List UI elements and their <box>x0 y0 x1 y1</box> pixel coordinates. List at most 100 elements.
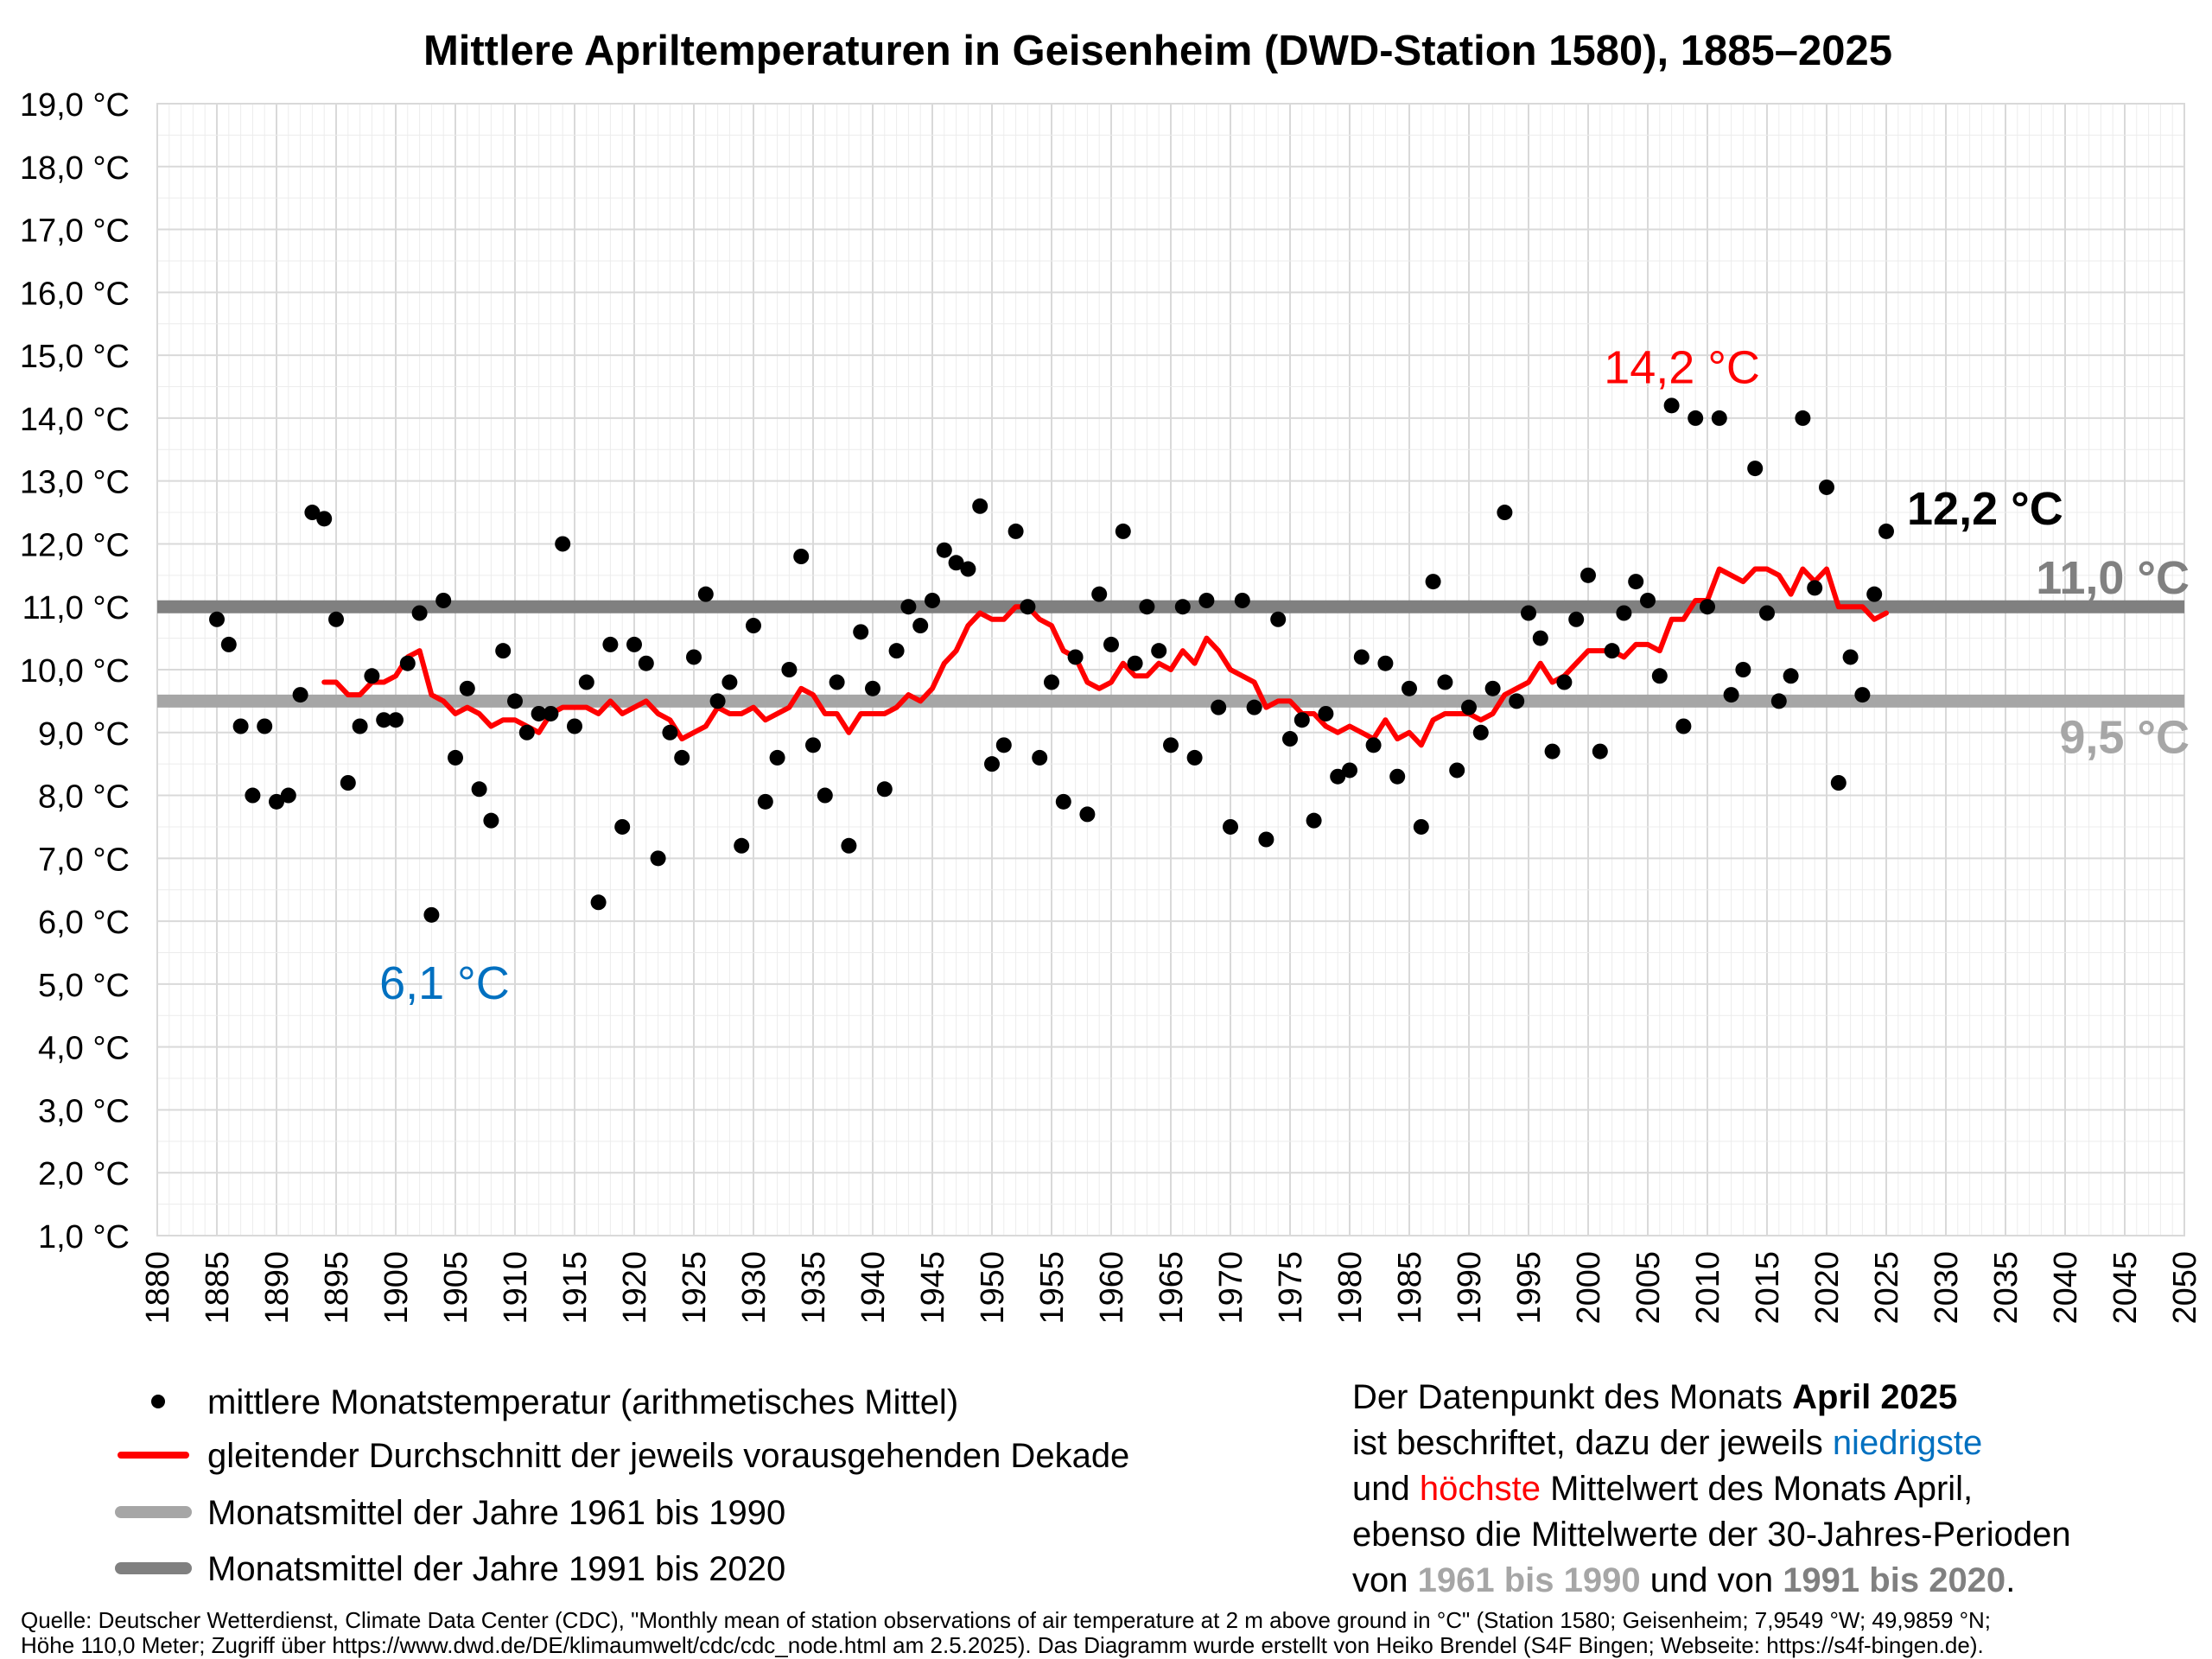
data-point <box>448 749 463 766</box>
x-tick-label: 2050 <box>2167 1251 2203 1325</box>
data-point <box>1866 586 1883 602</box>
data-point <box>518 724 535 741</box>
data-point <box>543 705 559 721</box>
x-tick-label: 1885 <box>200 1251 236 1325</box>
y-tick-label: 15,0 °C <box>20 339 130 375</box>
x-tick-label: 2045 <box>2107 1251 2144 1325</box>
data-point <box>1139 599 1155 615</box>
y-tick-label: 18,0 °C <box>20 150 130 187</box>
data-point <box>340 775 356 791</box>
data-point <box>1770 693 1787 709</box>
data-point <box>1234 592 1250 608</box>
data-point <box>316 511 333 527</box>
data-point <box>1747 461 1764 477</box>
data-point <box>1151 643 1167 659</box>
data-point <box>1032 749 1048 766</box>
data-point <box>1783 668 1799 684</box>
x-tick-label: 1915 <box>557 1251 594 1325</box>
y-tick-label: 16,0 °C <box>20 276 130 312</box>
data-point <box>614 818 631 835</box>
data-point <box>1115 523 1131 539</box>
data-point <box>925 592 940 608</box>
y-tick-label: 8,0 °C <box>38 779 130 816</box>
data-point <box>972 498 988 514</box>
x-tick-label: 1955 <box>1034 1251 1071 1325</box>
data-point <box>984 756 1000 772</box>
y-tick-label: 2,0 °C <box>38 1156 130 1192</box>
data-point <box>1640 592 1656 608</box>
data-point <box>709 693 726 709</box>
data-point <box>1830 775 1847 791</box>
data-point <box>1055 793 1071 810</box>
data-point <box>483 812 499 829</box>
data-point <box>1700 599 1715 615</box>
data-point <box>590 894 607 911</box>
data-point <box>1759 605 1775 621</box>
data-point <box>1270 611 1287 627</box>
data-point <box>1807 580 1823 596</box>
data-point <box>1532 630 1548 646</box>
data-point <box>936 542 952 558</box>
y-tick-label: 1,0 °C <box>38 1219 130 1255</box>
legend-label-moving-average: gleitender Durchschnitt der jeweils vora… <box>207 1437 1129 1475</box>
data-point <box>686 649 702 665</box>
x-tick-label: 1880 <box>140 1251 176 1325</box>
data-point <box>1425 574 1441 590</box>
data-point <box>746 618 761 634</box>
chart-title: Mittlere Apriltemperaturen in Geisenheim… <box>423 28 1892 74</box>
data-point <box>1067 649 1084 665</box>
data-point <box>674 749 690 766</box>
data-point <box>1521 605 1536 621</box>
data-point <box>1556 674 1573 690</box>
annotation-current: 12,2 °C <box>1907 483 2063 535</box>
data-point <box>459 680 475 696</box>
y-tick-label: 9,0 °C <box>38 716 130 753</box>
data-point <box>876 781 893 798</box>
data-point <box>1723 687 1739 703</box>
info-line-1: Der Datenpunkt des Monats April 2025 <box>1352 1378 1957 1416</box>
legend-dot-icon <box>151 1395 165 1408</box>
data-point <box>1389 768 1406 785</box>
y-tick-label: 4,0 °C <box>38 1031 130 1067</box>
axes: 1,0 °C 2,0 °C 3,0 °C 4,0 °C 5,0 °C 6,0 °C 7,0 … <box>20 87 2203 1325</box>
data-point <box>1044 674 1059 690</box>
data-point <box>1377 655 1394 671</box>
data-points <box>209 397 1894 923</box>
legend-label-1991-2020: Monatsmittel der Jahre 1991 bis 2020 <box>207 1550 785 1588</box>
data-point <box>805 737 821 753</box>
moving-average-layer <box>321 566 1889 748</box>
data-point <box>1509 693 1525 709</box>
legend-label-1961-1990: Monatsmittel der Jahre 1961 bis 1990 <box>207 1494 785 1532</box>
grid <box>156 103 2185 1236</box>
data-point <box>1186 749 1203 766</box>
y-tick-label: 13,0 °C <box>20 465 130 501</box>
data-point <box>1592 743 1608 760</box>
data-point <box>662 724 678 741</box>
data-point <box>220 636 237 652</box>
x-tick-label: 1970 <box>1213 1251 1249 1325</box>
data-point <box>1449 762 1465 779</box>
x-tick-label: 1895 <box>319 1251 355 1325</box>
data-point <box>531 705 547 721</box>
data-point <box>245 787 261 804</box>
data-point <box>1711 410 1727 426</box>
data-point <box>1007 523 1024 539</box>
data-point <box>602 636 619 652</box>
info-highlight-month: April 2025 <box>1792 1378 1957 1416</box>
data-point <box>1294 712 1310 728</box>
x-tick-label: 1960 <box>1094 1251 1130 1325</box>
data-point <box>995 737 1012 753</box>
data-point <box>1402 680 1417 696</box>
y-tick-label: 12,0 °C <box>20 527 130 563</box>
data-point <box>853 624 869 640</box>
data-point <box>1497 505 1513 521</box>
data-point <box>1318 705 1334 721</box>
x-tick-label: 1990 <box>1452 1251 1488 1325</box>
data-point <box>411 605 428 621</box>
data-point <box>364 668 380 684</box>
data-point <box>1735 662 1751 677</box>
data-point <box>829 674 845 690</box>
data-point <box>1330 768 1346 785</box>
legend: mittlere Monatstemperatur (arithmetische… <box>115 1383 1129 1588</box>
data-point <box>1628 574 1644 590</box>
